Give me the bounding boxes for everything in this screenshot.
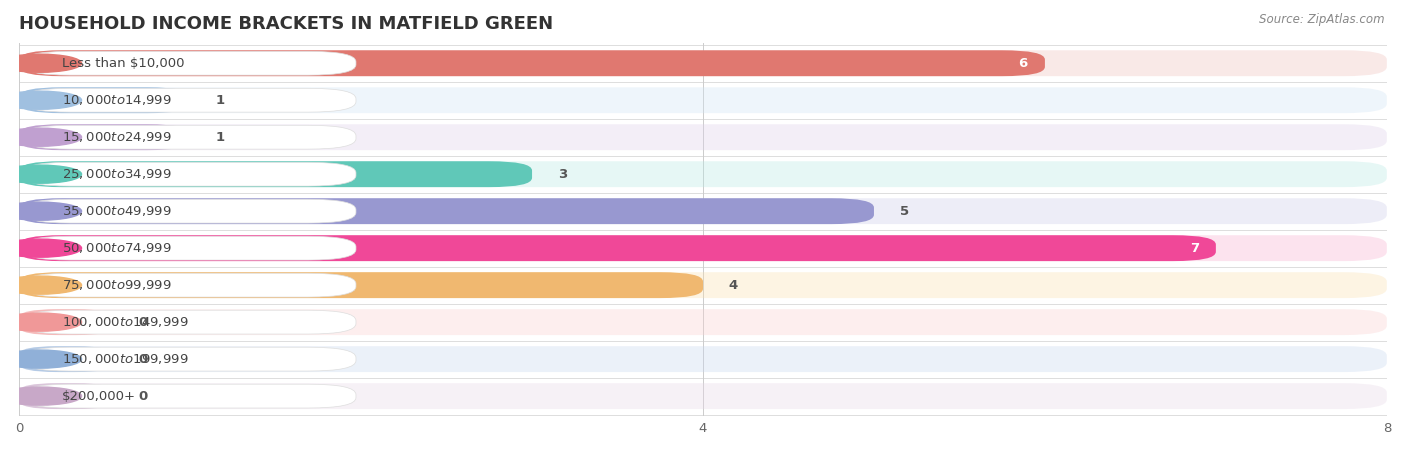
Text: 0: 0 bbox=[139, 353, 148, 365]
FancyBboxPatch shape bbox=[20, 272, 1386, 298]
Text: $200,000+: $200,000+ bbox=[62, 390, 136, 403]
Circle shape bbox=[0, 165, 82, 183]
FancyBboxPatch shape bbox=[20, 309, 1386, 335]
Text: 3: 3 bbox=[558, 168, 567, 181]
FancyBboxPatch shape bbox=[20, 383, 114, 409]
Text: $50,000 to $74,999: $50,000 to $74,999 bbox=[62, 241, 172, 255]
FancyBboxPatch shape bbox=[20, 198, 1386, 224]
Text: Less than $10,000: Less than $10,000 bbox=[62, 57, 184, 70]
Text: $150,000 to $199,999: $150,000 to $199,999 bbox=[62, 352, 188, 366]
Text: $75,000 to $99,999: $75,000 to $99,999 bbox=[62, 278, 172, 292]
FancyBboxPatch shape bbox=[20, 346, 1386, 372]
FancyBboxPatch shape bbox=[20, 50, 1386, 76]
Text: 7: 7 bbox=[1189, 242, 1199, 255]
Circle shape bbox=[0, 202, 82, 220]
FancyBboxPatch shape bbox=[22, 347, 356, 371]
Text: 0: 0 bbox=[139, 315, 148, 328]
Text: $100,000 to $149,999: $100,000 to $149,999 bbox=[62, 315, 188, 329]
FancyBboxPatch shape bbox=[22, 273, 356, 297]
Text: $15,000 to $24,999: $15,000 to $24,999 bbox=[62, 130, 172, 144]
FancyBboxPatch shape bbox=[20, 124, 1386, 150]
Text: Source: ZipAtlas.com: Source: ZipAtlas.com bbox=[1260, 14, 1385, 27]
FancyBboxPatch shape bbox=[20, 87, 190, 113]
FancyBboxPatch shape bbox=[20, 272, 703, 298]
FancyBboxPatch shape bbox=[22, 51, 356, 75]
FancyBboxPatch shape bbox=[22, 236, 356, 260]
FancyBboxPatch shape bbox=[20, 161, 531, 187]
Circle shape bbox=[0, 91, 82, 109]
FancyBboxPatch shape bbox=[20, 124, 190, 150]
Text: $35,000 to $49,999: $35,000 to $49,999 bbox=[62, 204, 172, 218]
Circle shape bbox=[0, 350, 82, 368]
Text: 0: 0 bbox=[139, 390, 148, 403]
FancyBboxPatch shape bbox=[20, 161, 1386, 187]
Text: $25,000 to $34,999: $25,000 to $34,999 bbox=[62, 167, 172, 181]
Text: $10,000 to $14,999: $10,000 to $14,999 bbox=[62, 93, 172, 107]
Text: 6: 6 bbox=[1018, 57, 1028, 70]
Circle shape bbox=[0, 54, 82, 72]
Circle shape bbox=[0, 276, 82, 294]
FancyBboxPatch shape bbox=[20, 87, 1386, 113]
FancyBboxPatch shape bbox=[22, 162, 356, 186]
FancyBboxPatch shape bbox=[20, 309, 114, 335]
FancyBboxPatch shape bbox=[20, 235, 1216, 261]
FancyBboxPatch shape bbox=[22, 384, 356, 408]
Circle shape bbox=[0, 313, 82, 331]
FancyBboxPatch shape bbox=[22, 199, 356, 223]
FancyBboxPatch shape bbox=[20, 198, 875, 224]
Circle shape bbox=[0, 128, 82, 146]
Text: 4: 4 bbox=[728, 279, 738, 292]
Text: 5: 5 bbox=[900, 205, 908, 218]
Text: HOUSEHOLD INCOME BRACKETS IN MATFIELD GREEN: HOUSEHOLD INCOME BRACKETS IN MATFIELD GR… bbox=[20, 15, 554, 33]
FancyBboxPatch shape bbox=[20, 346, 114, 372]
FancyBboxPatch shape bbox=[20, 50, 1045, 76]
FancyBboxPatch shape bbox=[22, 88, 356, 112]
Text: 1: 1 bbox=[215, 130, 225, 144]
Circle shape bbox=[0, 387, 82, 405]
Text: 1: 1 bbox=[215, 94, 225, 107]
FancyBboxPatch shape bbox=[22, 310, 356, 334]
Circle shape bbox=[0, 239, 82, 257]
FancyBboxPatch shape bbox=[22, 125, 356, 149]
FancyBboxPatch shape bbox=[20, 235, 1386, 261]
FancyBboxPatch shape bbox=[20, 383, 1386, 409]
